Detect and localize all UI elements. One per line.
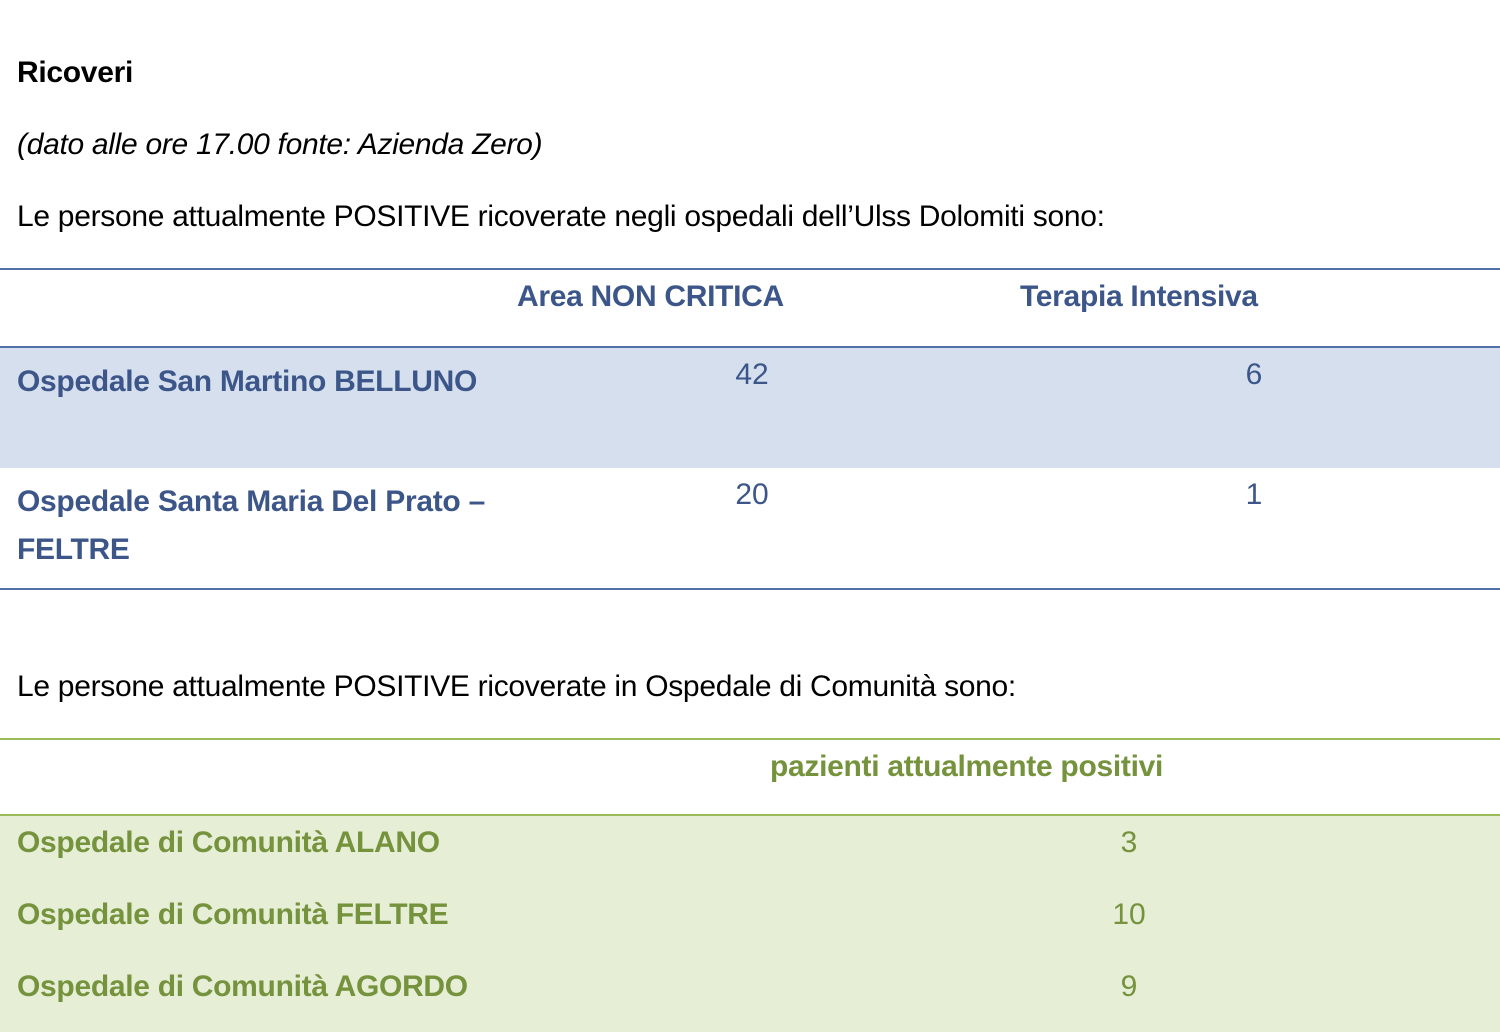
community-intro: Le persone attualmente POSITIVE ricovera… [17, 670, 1016, 703]
community-table-body: Ospedale di Comunità ALANO 3 Ospedale di… [0, 816, 1500, 1032]
positivi-value: 9 [1120, 970, 1138, 1003]
column-header-area-non-critica: Area NON CRITICA [517, 280, 784, 313]
table-row: Ospedale San Martino BELLUNO 42 6 [0, 348, 1500, 468]
terapia-intensiva-value: 6 [1245, 358, 1263, 391]
community-hospitals-table: pazienti attualmente positivi Ospedale d… [0, 738, 1500, 1032]
table-row: Ospedale di Comunità FELTRE 10 [0, 888, 1500, 960]
community-hospital-name: Ospedale di Comunità AGORDO [17, 970, 468, 1003]
table-row: Ospedale di Comunità ALANO 3 [0, 816, 1500, 888]
hospitals-table-header: Area NON CRITICA Terapia Intensiva [0, 270, 1500, 348]
column-header-pazienti-positivi: pazienti attualmente positivi [770, 750, 1164, 783]
hospital-name: Ospedale Santa Maria Del Prato – FELTRE [17, 485, 485, 566]
non-critica-value: 42 [735, 358, 769, 391]
positivi-value: 3 [1120, 826, 1138, 859]
hospitals-table: Area NON CRITICA Terapia Intensiva Osped… [0, 268, 1500, 590]
terapia-intensiva-value: 1 [1245, 478, 1263, 511]
hospitals-intro: Le persone attualmente POSITIVE ricovera… [17, 200, 1105, 233]
hospital-name: Ospedale San Martino BELLUNO [17, 365, 477, 398]
section-title: Ricoveri [17, 56, 133, 89]
data-source-note: (dato alle ore 17.00 fonte: Azienda Zero… [17, 128, 543, 161]
table-row: Ospedale di Comunità AGORDO 9 [0, 960, 1500, 1032]
non-critica-value: 20 [735, 478, 769, 511]
table-row: Ospedale Santa Maria Del Prato – FELTRE … [0, 468, 1500, 588]
community-hospital-name: Ospedale di Comunità ALANO [17, 826, 440, 859]
column-header-terapia-intensiva: Terapia Intensiva [1020, 280, 1258, 313]
community-table-header: pazienti attualmente positivi [0, 740, 1500, 816]
community-hospital-name: Ospedale di Comunità FELTRE [17, 898, 449, 931]
positivi-value: 10 [1112, 898, 1146, 931]
